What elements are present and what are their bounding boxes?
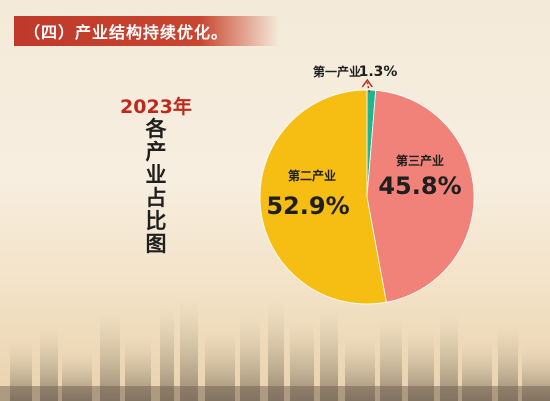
slice-leader-line <box>366 81 371 93</box>
pie-slice-3 <box>366 89 475 303</box>
city-skyline-background <box>0 299 550 401</box>
section-header: （四）产业结构持续优化。 <box>14 16 279 46</box>
slice-label-secondary: 第二产业 <box>288 168 336 183</box>
slice-value-secondary: 52.9% <box>266 192 349 220</box>
chart-year-label: 2023年 <box>120 96 192 118</box>
slice-label-tertiary: 第三产业 <box>396 153 444 168</box>
slice-label-primary: 第一产业 <box>313 64 361 79</box>
pie-slice-2 <box>259 89 387 305</box>
chart-title: 各产业占比图 <box>145 117 167 256</box>
slice-value-tertiary: 45.8% <box>378 172 461 200</box>
leader-arrow-icon <box>361 78 373 88</box>
slice-value-primary: 1.3% <box>359 64 398 80</box>
section-header-title: （四）产业结构持续优化。 <box>24 23 229 42</box>
